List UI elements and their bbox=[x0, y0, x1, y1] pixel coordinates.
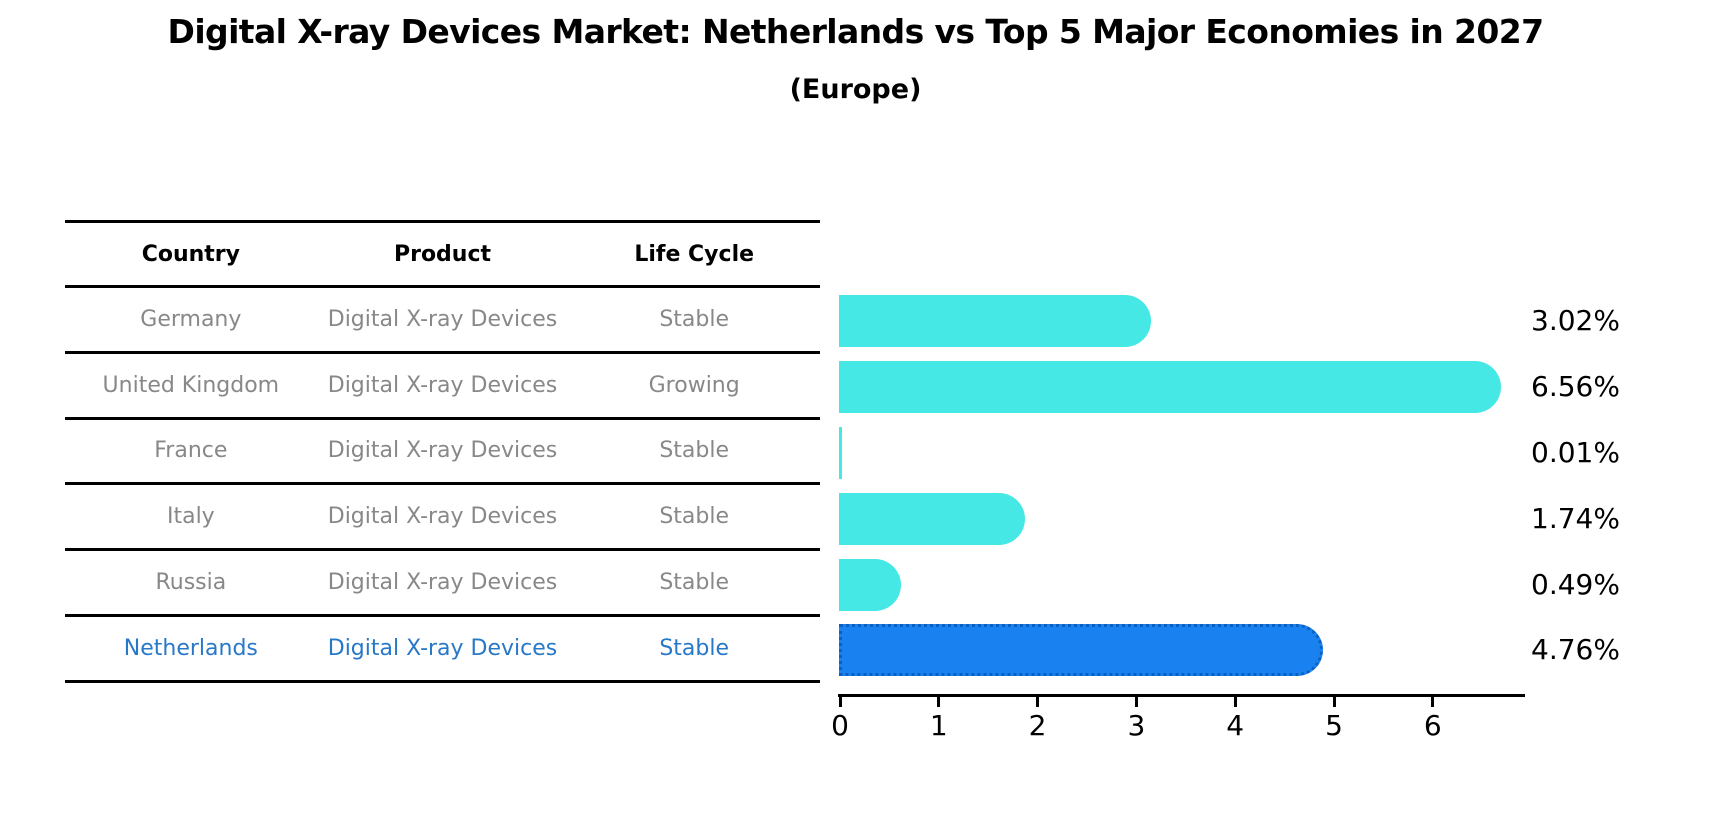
x-axis-tick-3 bbox=[1134, 697, 1138, 707]
value-label-united-kingdom: 6.56% bbox=[1531, 370, 1620, 404]
table-row-germany: Germany Digital X-ray Devices Stable bbox=[65, 288, 820, 354]
table-row-united-kingdom: United Kingdom Digital X-ray Devices Growi… bbox=[65, 354, 820, 420]
bar-germany bbox=[839, 295, 1152, 348]
cell-product: Digital X-ray Devices bbox=[327, 504, 558, 530]
table-row-italy: Italy Digital X-ray Devices Stable bbox=[65, 485, 820, 552]
table-row-russia: Russia Digital X-ray Devices Stable bbox=[65, 551, 820, 617]
x-axis-tick-label-0: 0 bbox=[831, 709, 849, 742]
bar-italy bbox=[839, 492, 1025, 545]
column-header-country: Country bbox=[141, 241, 240, 267]
comparison-table: Country Product Life Cycle Germany Digita… bbox=[65, 220, 820, 683]
x-axis-tick-label-1: 1 bbox=[929, 709, 948, 742]
cell-product: Digital X-ray Devices bbox=[327, 635, 558, 661]
bar-france bbox=[839, 427, 842, 479]
cell-country: Netherlands bbox=[123, 635, 258, 661]
x-axis-tick-2 bbox=[1036, 697, 1040, 707]
chart-subtitle: (Europe) bbox=[789, 74, 922, 105]
x-axis-line bbox=[838, 694, 1525, 697]
cell-country: United Kingdom bbox=[102, 372, 280, 398]
x-axis-tick-5 bbox=[1332, 697, 1336, 707]
table-header-row: Country Product Life Cycle bbox=[65, 223, 820, 288]
x-axis-tick-1 bbox=[937, 697, 941, 707]
cell-product: Digital X-ray Devices bbox=[327, 372, 558, 398]
cell-product: Digital X-ray Devices bbox=[327, 306, 558, 332]
cell-life-cycle: Stable bbox=[659, 504, 730, 530]
bar-russia bbox=[839, 558, 902, 611]
x-axis-tick-6 bbox=[1431, 697, 1435, 707]
chart-title: Digital X-ray Devices Market: Netherland… bbox=[167, 12, 1545, 51]
cell-country: France bbox=[154, 438, 228, 464]
cell-life-cycle: Growing bbox=[648, 372, 740, 398]
cell-product: Digital X-ray Devices bbox=[327, 570, 558, 596]
value-label-germany: 3.02% bbox=[1531, 304, 1620, 338]
value-label-france: 0.01% bbox=[1531, 436, 1620, 469]
value-label-russia: 0.49% bbox=[1531, 567, 1620, 601]
cell-product: Digital X-ray Devices bbox=[327, 438, 558, 464]
column-header-product: Product bbox=[393, 241, 492, 267]
cell-life-cycle: Stable bbox=[659, 306, 730, 332]
x-axis-tick-label-5: 5 bbox=[1325, 709, 1343, 742]
table-body: Germany Digital X-ray Devices Stable United… bbox=[65, 288, 820, 683]
column-header-life-cycle: Life Cycle bbox=[634, 241, 755, 267]
cell-country: Germany bbox=[140, 306, 242, 332]
x-axis-tick-4 bbox=[1233, 697, 1237, 707]
x-axis-tick-label-2: 2 bbox=[1028, 709, 1047, 742]
cell-country: Italy bbox=[166, 504, 215, 530]
table-row-netherlands: Netherlands Digital X-ray Devices Stable bbox=[65, 617, 820, 683]
cell-country: Russia bbox=[155, 570, 227, 596]
cell-life-cycle: Stable bbox=[659, 635, 730, 661]
value-label-netherlands: 4.76% bbox=[1531, 633, 1620, 667]
x-axis-tick-0 bbox=[838, 697, 842, 707]
x-axis-tick-label-4: 4 bbox=[1226, 709, 1245, 742]
cell-life-cycle: Stable bbox=[659, 438, 730, 464]
x-axis-tick-label-6: 6 bbox=[1423, 709, 1442, 742]
value-label-italy: 1.74% bbox=[1531, 501, 1620, 535]
table-row-france: France Digital X-ray Devices Stable bbox=[65, 420, 820, 486]
bar-united-kingdom bbox=[839, 361, 1502, 414]
bar-netherlands bbox=[839, 624, 1324, 677]
cell-life-cycle: Stable bbox=[659, 570, 730, 596]
x-axis-tick-label-3: 3 bbox=[1127, 709, 1146, 742]
